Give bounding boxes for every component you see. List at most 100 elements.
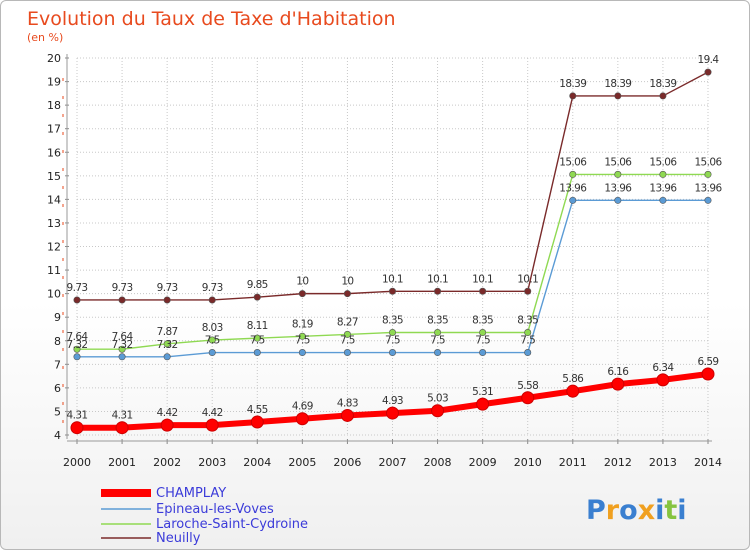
data-point-1 <box>343 349 351 357</box>
x-tick-label: 2013 <box>649 456 677 469</box>
data-point-3 <box>73 296 81 304</box>
data-label-3: 9.73 <box>202 282 223 294</box>
data-point-2 <box>343 330 351 338</box>
data-label-2: 15.06 <box>649 156 677 168</box>
legend-label: CHAMPLAY <box>156 486 226 501</box>
data-point-1 <box>569 196 577 204</box>
legend-label: Epineau-les-Voves <box>156 502 274 517</box>
data-label-3: 18.39 <box>649 78 676 90</box>
y-tick-label: 8 <box>54 335 61 348</box>
data-label-1: 7.5 <box>385 335 400 347</box>
data-label-1: 7.32 <box>67 339 88 351</box>
data-label-2: 8.35 <box>427 315 448 327</box>
data-point-2 <box>659 170 667 178</box>
data-label-0: 6.16 <box>607 366 629 378</box>
data-point-3 <box>524 287 532 295</box>
data-point-1 <box>434 349 442 357</box>
data-label-0: 6.59 <box>698 356 719 368</box>
data-point-0 <box>250 415 264 429</box>
x-tick-label: 2008 <box>424 456 452 469</box>
y-tick-label: 11 <box>47 264 61 277</box>
data-label-2: 8.19 <box>292 318 313 330</box>
data-point-3 <box>434 287 442 295</box>
data-labels: 4.31 4.31 4.42 4.42 4.55 4.69 4.83 4.93 5.03 5.31… <box>67 54 724 422</box>
data-point-3 <box>298 290 306 298</box>
data-label-0: 4.31 <box>112 410 133 422</box>
y-tick-label: 18 <box>47 99 61 112</box>
data-label-2: 7.64 <box>67 331 89 343</box>
data-point-0 <box>701 367 715 381</box>
data-label-2: 8.03 <box>202 322 223 334</box>
data-point-2 <box>614 170 622 178</box>
data-label-3: 9.73 <box>157 282 178 294</box>
data-point-2 <box>118 345 126 353</box>
y-tick-label: 4 <box>54 429 61 442</box>
data-label-0: 4.69 <box>292 401 313 413</box>
data-point-1 <box>253 349 261 357</box>
x-tick-label: 2003 <box>198 456 226 469</box>
data-point-3 <box>208 296 216 304</box>
data-label-1: 13.96 <box>604 182 632 194</box>
logo-letter: P <box>586 495 606 526</box>
data-point-1 <box>298 349 306 357</box>
data-point-3 <box>163 296 171 304</box>
data-label-2: 15.06 <box>694 156 722 168</box>
x-tick-label: 2000 <box>63 456 91 469</box>
data-label-0: 4.31 <box>67 410 88 422</box>
data-point-0 <box>566 384 580 398</box>
chart-subtitle: (en %) <box>27 31 63 44</box>
data-label-1: 7.5 <box>250 335 265 347</box>
data-label-2: 15.06 <box>559 156 587 168</box>
data-point-1 <box>73 353 81 361</box>
data-label-1: 7.32 <box>112 339 133 351</box>
data-label-1: 7.5 <box>520 335 535 347</box>
data-label-3: 9.85 <box>247 279 268 291</box>
data-label-1: 13.96 <box>694 182 722 194</box>
data-point-3 <box>704 68 712 76</box>
logo-letter: i <box>655 495 664 526</box>
data-label-0: 5.03 <box>427 393 448 405</box>
data-label-2: 8.35 <box>472 315 493 327</box>
data-point-3 <box>253 293 261 301</box>
data-point-3 <box>343 290 351 298</box>
data-point-0 <box>386 406 399 420</box>
data-point-1 <box>388 349 396 357</box>
data-label-0: 6.34 <box>652 362 674 374</box>
data-point-3 <box>614 92 622 100</box>
data-label-2: 8.27 <box>337 316 358 328</box>
data-point-3 <box>388 287 396 295</box>
x-tick-label: 2002 <box>153 456 181 469</box>
logo-letter: x <box>638 495 655 526</box>
data-point-0 <box>521 391 535 405</box>
data-point-2 <box>479 329 487 337</box>
data-point-1 <box>524 349 532 357</box>
data-label-2: 8.11 <box>247 320 268 332</box>
data-label-3: 19.4 <box>698 54 720 66</box>
data-point-2 <box>524 329 532 337</box>
data-label-3: 10.1 <box>517 273 538 285</box>
data-label-1: 7.5 <box>430 335 445 347</box>
legend-label: Laroche-Saint-Cydroine <box>156 517 308 532</box>
y-tick-label: 10 <box>47 288 61 301</box>
data-point-1 <box>479 349 487 357</box>
data-point-0 <box>295 412 309 426</box>
data-point-2 <box>704 170 712 178</box>
data-point-0 <box>160 418 174 432</box>
data-label-2: 7.64 <box>112 331 134 343</box>
data-label-3: 9.73 <box>112 282 133 294</box>
y-tick-label: 16 <box>47 146 61 159</box>
y-tick-label: 9 <box>54 311 61 324</box>
data-label-0: 4.83 <box>337 397 358 409</box>
grid <box>76 57 709 436</box>
logo-letter: o <box>619 495 638 526</box>
data-label-3: 10.1 <box>427 273 448 285</box>
data-point-2 <box>434 329 442 337</box>
data-point-3 <box>479 287 487 295</box>
data-label-0: 5.31 <box>472 386 493 398</box>
x-tick-label: 2007 <box>379 456 407 469</box>
data-label-3: 10.1 <box>472 273 493 285</box>
data-label-0: 5.58 <box>517 380 538 392</box>
data-label-3: 10.1 <box>382 273 403 285</box>
data-label-3: 10 <box>341 276 353 288</box>
